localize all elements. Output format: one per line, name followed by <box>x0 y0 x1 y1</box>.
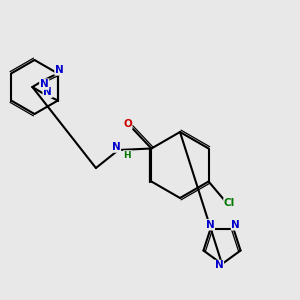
Text: N: N <box>43 87 52 97</box>
Text: H: H <box>124 151 131 160</box>
Text: N: N <box>214 260 224 271</box>
Text: N: N <box>55 65 64 75</box>
Text: Cl: Cl <box>224 198 235 208</box>
Text: N: N <box>206 220 214 230</box>
Text: O: O <box>123 119 132 129</box>
Text: N: N <box>232 220 240 230</box>
Text: N: N <box>112 142 120 152</box>
Text: N: N <box>40 79 49 89</box>
